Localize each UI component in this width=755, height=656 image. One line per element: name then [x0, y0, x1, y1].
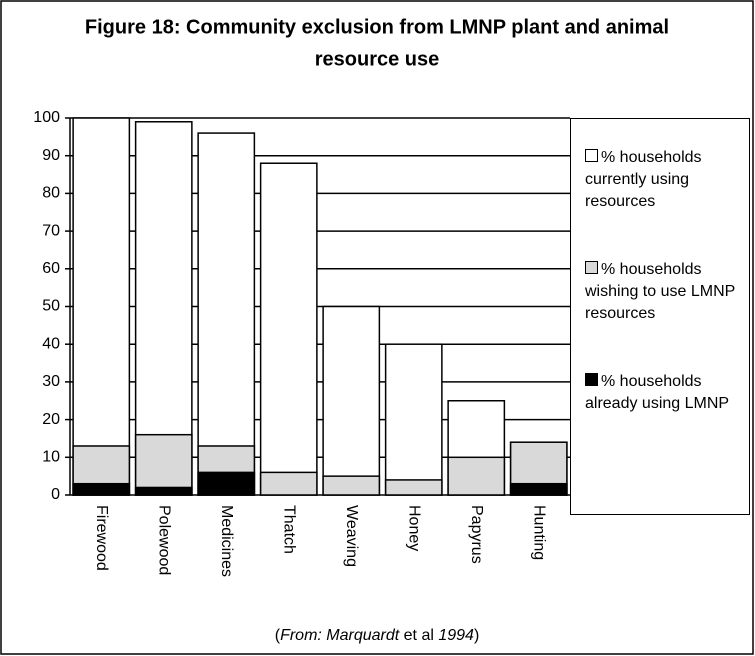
y-tick-label: 40 — [42, 335, 60, 352]
source-part: From: Marquardt — [280, 627, 400, 644]
source-note: (From: Marquardt et al 1994) — [275, 627, 480, 644]
x-tick-label: Polewood — [156, 505, 173, 575]
x-tick-label: Honey — [406, 505, 423, 551]
bar — [384, 343, 443, 496]
bar — [134, 433, 193, 496]
bar — [322, 305, 381, 496]
y-tick-label: 10 — [42, 449, 60, 466]
y-tick-label: 60 — [42, 260, 60, 277]
legend-item: % households already using LMNP — [585, 371, 745, 415]
x-tick-label: Papyrus — [468, 505, 485, 564]
y-tick-label: 20 — [42, 411, 60, 428]
legend-swatch — [585, 373, 598, 386]
source-part: ) — [474, 627, 479, 644]
bar — [197, 471, 256, 496]
x-tick-label: Thatch — [281, 505, 298, 554]
y-tick-label: 80 — [42, 185, 60, 202]
y-tick-label: 50 — [42, 298, 60, 315]
bar — [72, 117, 131, 496]
bar — [384, 479, 443, 496]
chart-title: resource use — [315, 48, 440, 70]
bar — [322, 475, 381, 496]
source-part: 1994 — [438, 627, 474, 644]
y-tick-label: 0 — [51, 486, 60, 503]
legend-swatch — [585, 149, 598, 162]
bar — [134, 121, 193, 496]
bar — [72, 482, 131, 496]
y-tick-label: 90 — [42, 147, 60, 164]
bar — [509, 482, 568, 496]
legend-label: % households currently using resources — [585, 149, 702, 210]
x-tick-label: Medicines — [218, 505, 235, 577]
bar — [259, 162, 318, 496]
legend: % households currently using resources % … — [570, 118, 750, 515]
source-part: et al — [399, 627, 438, 644]
y-tick-label: 70 — [42, 222, 60, 239]
x-tick-label: Weaving — [343, 505, 360, 567]
source-part: ( — [275, 627, 281, 644]
legend-label: % households already using LMNP — [585, 373, 730, 412]
bar — [447, 456, 506, 496]
legend-item: % households currently using resources — [585, 147, 745, 213]
bar — [197, 132, 256, 496]
legend-label: % households wishing to use LMNP resourc… — [585, 261, 735, 322]
x-tick-label: Hunting — [531, 505, 548, 560]
x-tick-label: Firewood — [93, 505, 110, 571]
bar — [259, 471, 318, 496]
y-tick-label: 30 — [42, 373, 60, 390]
chart-title: Figure 18: Community exclusion from LMNP… — [85, 16, 669, 38]
legend-item: % households wishing to use LMNP resourc… — [585, 259, 745, 325]
y-tick-label: 100 — [33, 109, 60, 126]
bar — [134, 486, 193, 496]
legend-swatch — [585, 261, 598, 274]
